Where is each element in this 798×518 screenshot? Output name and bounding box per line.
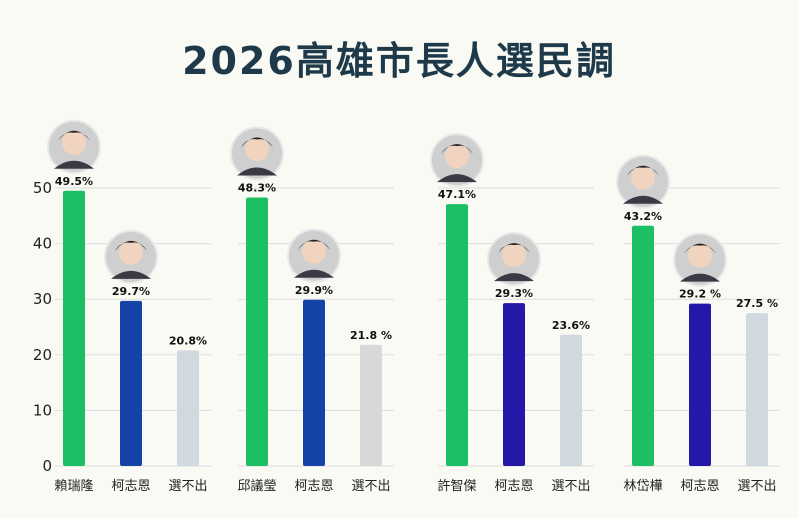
avatar-shoulders — [437, 174, 477, 183]
avatar-face — [445, 144, 469, 169]
bar — [632, 225, 654, 466]
avatar-face — [631, 165, 655, 190]
category-label: 柯志恩 — [294, 479, 333, 494]
y-tick-label: 30 — [33, 290, 52, 308]
category-label: 許智傑 — [437, 479, 476, 494]
category-label: 邱議瑩 — [237, 479, 276, 494]
avatar-hair — [498, 243, 530, 254]
data-label: 43.2% — [624, 210, 662, 223]
avatar-shoulders — [623, 195, 663, 204]
data-label: 27.5 % — [736, 297, 778, 310]
data-label: 29.2 % — [679, 288, 721, 301]
avatar-shoulders — [54, 160, 94, 169]
avatar-face — [119, 240, 143, 265]
avatar-face — [688, 243, 712, 268]
y-tick-label: 20 — [33, 346, 52, 364]
category-label: 選不出 — [168, 479, 207, 494]
bar — [560, 334, 582, 466]
bar — [246, 197, 268, 466]
avatar-shoulders — [111, 270, 151, 279]
data-label: 29.3% — [495, 287, 533, 300]
category-label: 柯志恩 — [111, 479, 150, 494]
chart-title: 2026高雄市長人選民調 — [182, 39, 616, 83]
bar — [360, 344, 382, 466]
avatar-face — [245, 137, 269, 162]
bar — [177, 350, 199, 466]
avatar-shoulders — [294, 269, 334, 278]
bar — [63, 190, 85, 466]
data-label: 23.6% — [552, 319, 590, 332]
avatar-shoulders — [680, 273, 720, 282]
avatar-shoulders — [494, 273, 534, 282]
data-label: 47.1% — [438, 188, 476, 201]
y-tick-label: 10 — [33, 401, 52, 419]
bar — [689, 303, 711, 466]
data-label: 20.8% — [169, 334, 207, 347]
avatar-hair — [627, 165, 659, 176]
y-tick-label: 40 — [33, 235, 52, 253]
data-label: 21.8 % — [350, 329, 392, 342]
avatar-hair — [684, 243, 716, 254]
avatar-face — [302, 239, 326, 264]
category-label: 選不出 — [737, 479, 776, 494]
avatar-face — [62, 130, 86, 155]
category-label: 柯志恩 — [680, 479, 719, 494]
bar — [746, 313, 768, 466]
data-label: 29.9% — [295, 284, 333, 297]
avatar-face — [502, 243, 526, 268]
avatar-hair — [298, 239, 330, 250]
category-label: 選不出 — [351, 479, 390, 494]
category-label: 選不出 — [551, 479, 590, 494]
data-label: 49.5% — [55, 175, 93, 188]
y-tick-label: 50 — [33, 179, 52, 197]
y-tick-label: 0 — [42, 457, 52, 475]
data-label: 48.3% — [238, 181, 276, 194]
avatar-hair — [58, 130, 90, 141]
bar — [303, 299, 325, 466]
avatar-hair — [115, 240, 147, 251]
category-label: 林岱樺 — [623, 479, 662, 494]
bar — [446, 204, 468, 466]
data-label: 29.7% — [112, 285, 150, 298]
avatar-hair — [241, 137, 273, 148]
avatar-hair — [441, 144, 473, 155]
category-label: 賴瑞隆 — [54, 479, 93, 494]
bar — [503, 303, 525, 466]
category-label: 柯志恩 — [494, 479, 533, 494]
bar — [120, 300, 142, 466]
avatar-shoulders — [237, 167, 277, 176]
